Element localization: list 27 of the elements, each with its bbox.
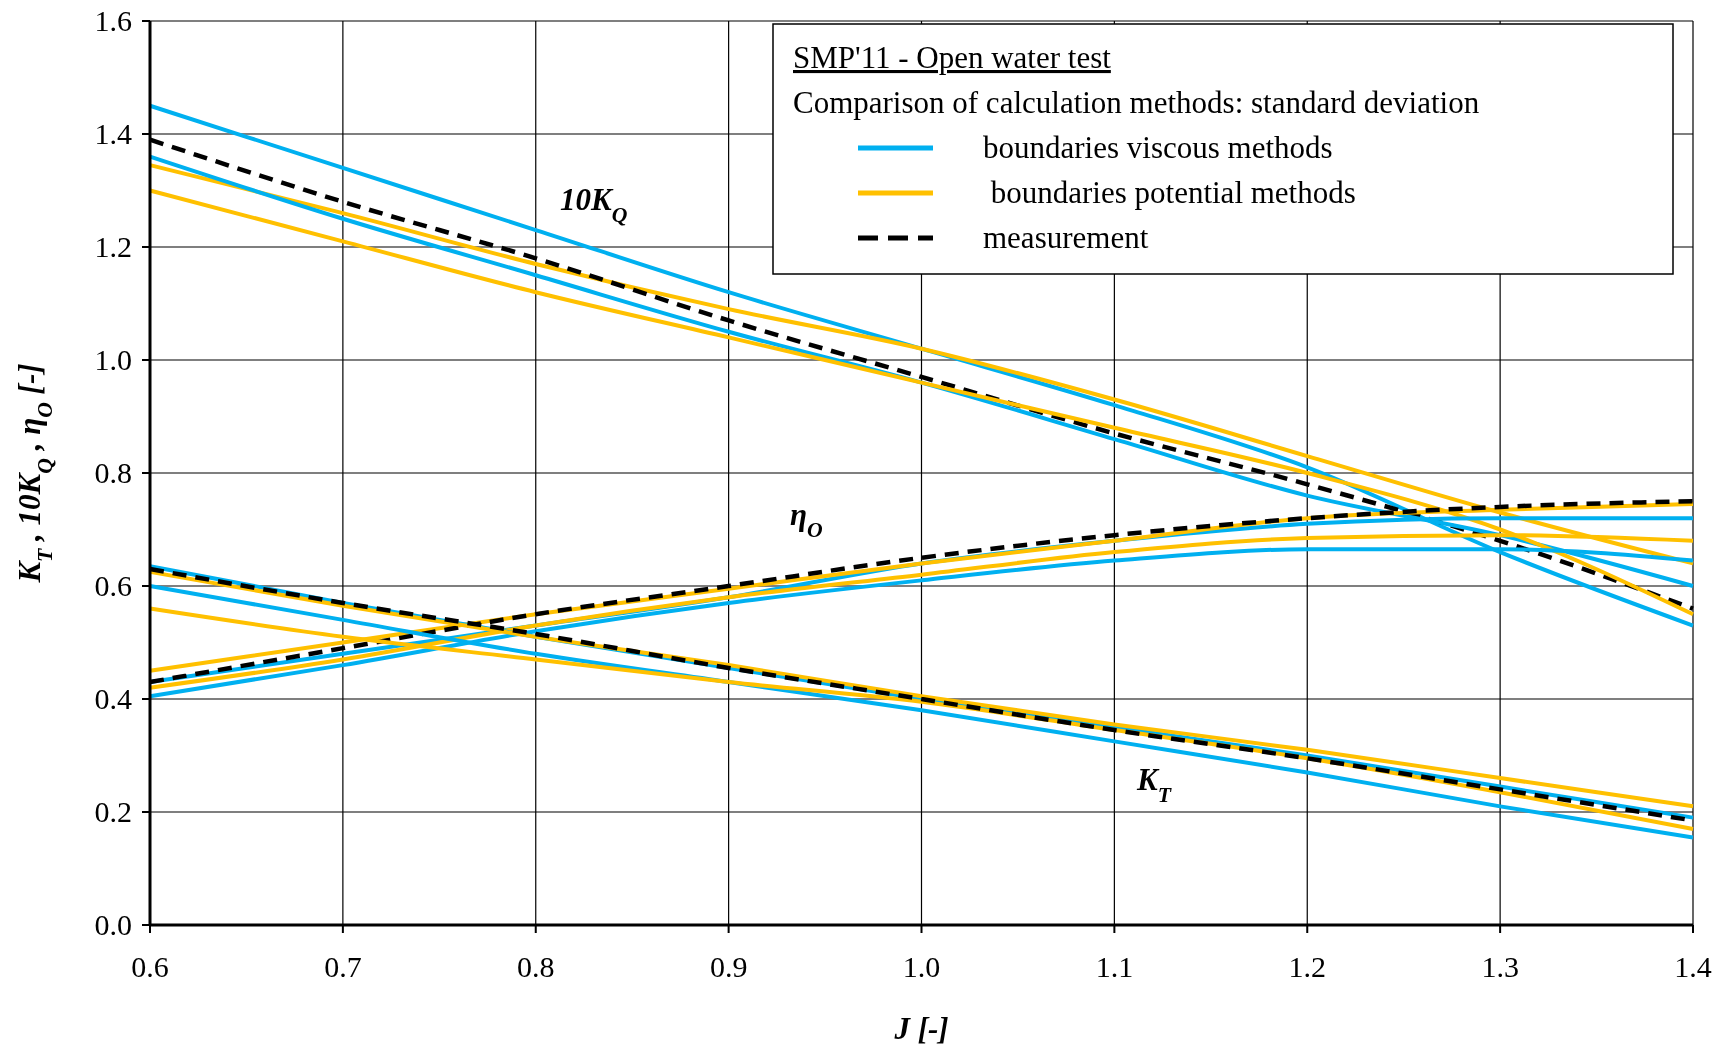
text: Comparison of calculation methods: standard deviation	[793, 85, 1480, 120]
legend-label: boundaries potential methods	[983, 175, 1356, 210]
x-tick-label: 1.0	[902, 950, 941, 983]
x-tick-label: 0.9	[709, 950, 748, 983]
y-tick-label: 0.2	[94, 795, 132, 828]
y-tick-label: 1.0	[94, 343, 132, 376]
y-tick-label: 1.4	[94, 117, 132, 150]
y-tick-label: 1.6	[94, 4, 132, 37]
y-tick-label: 1.2	[94, 230, 132, 263]
legend-label: measurement	[983, 220, 1149, 255]
y-tick-label: 0.0	[94, 908, 132, 941]
y-tick-label: 0.8	[94, 456, 132, 489]
y-tick-label: 0.4	[94, 682, 132, 715]
annotation: η$_{O}$	[790, 497, 824, 542]
x-tick-label: 1.2	[1288, 950, 1326, 983]
x-axis-title: J [-]	[893, 1011, 949, 1046]
x-tick-label: 1.3	[1481, 950, 1519, 983]
legend-title: SMP'11 - Open water test	[793, 40, 1112, 75]
legend-label: boundaries viscous methods	[983, 130, 1333, 165]
x-tick-label: 1.1	[1095, 950, 1134, 983]
annotation: K$_{T}$	[1136, 762, 1172, 807]
x-tick-label: 0.6	[131, 950, 169, 983]
x-tick-label: 0.7	[324, 950, 362, 983]
x-tick-label: 1.4	[1674, 950, 1712, 983]
x-tick-label: 0.8	[517, 950, 555, 983]
annotation: 10K$_{Q}$	[560, 182, 628, 227]
y-tick-label: 0.6	[94, 569, 132, 602]
